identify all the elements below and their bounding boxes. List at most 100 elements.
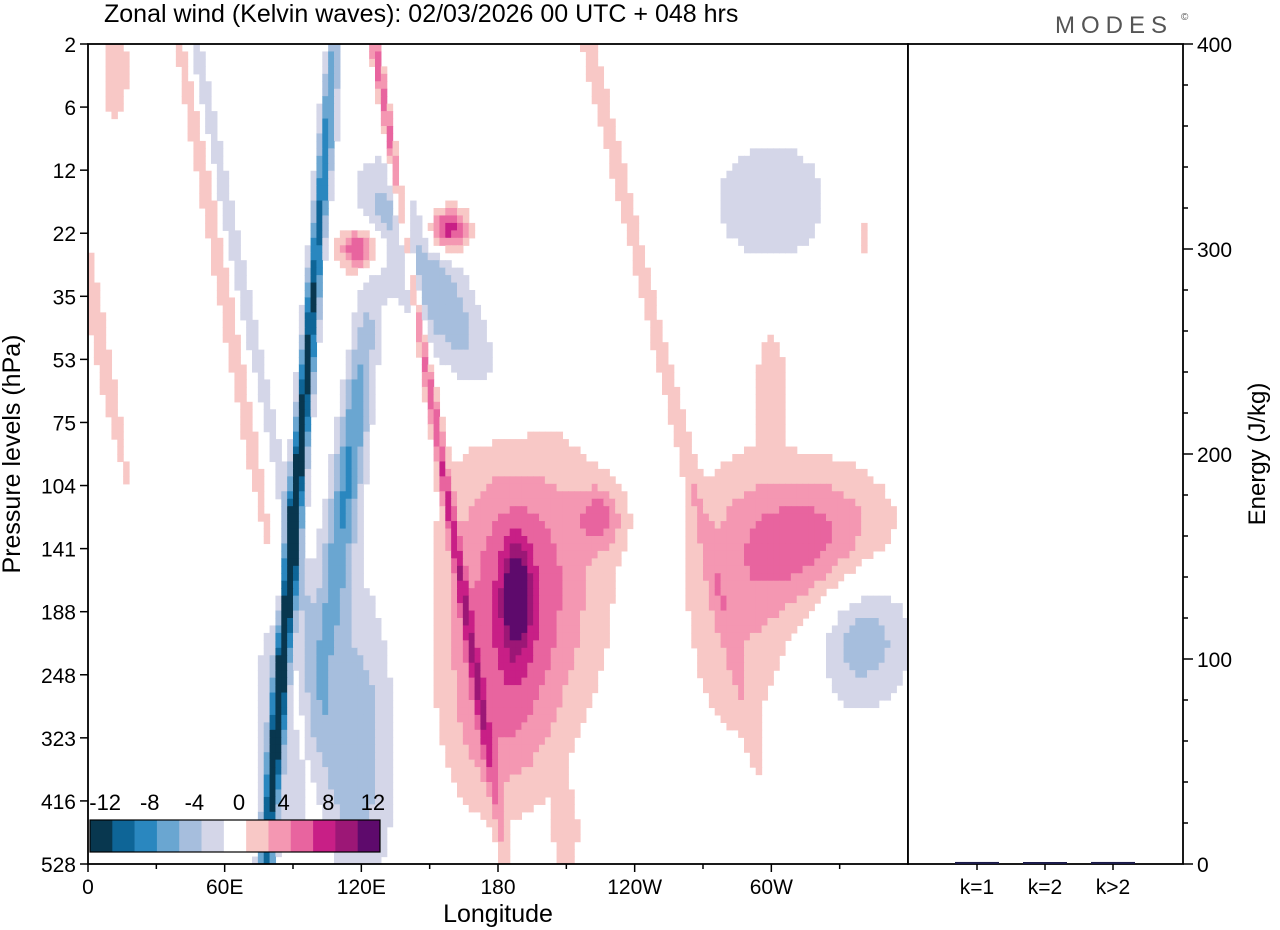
heatmap-cell <box>849 528 856 537</box>
heatmap-cell <box>445 521 452 530</box>
heatmap-cell <box>316 208 323 217</box>
heatmap-cell <box>357 193 364 202</box>
heatmap-cell <box>820 536 827 545</box>
heatmap-cell <box>363 446 370 455</box>
heatmap-cell <box>697 565 704 574</box>
heatmap-cell <box>398 245 405 254</box>
heatmap-cell <box>503 521 511 530</box>
heatmap-cell <box>468 588 476 597</box>
heatmap-cell <box>287 610 294 619</box>
heatmap-cell <box>574 662 581 671</box>
heatmap-cell <box>755 550 763 559</box>
heatmap-cell <box>556 640 564 649</box>
heatmap-cell <box>193 140 200 149</box>
heatmap-cell <box>720 632 728 641</box>
heatmap-cell <box>744 513 751 522</box>
heatmap-cell <box>749 513 757 522</box>
heatmap-cell <box>831 670 839 679</box>
heatmap-cell <box>380 126 388 135</box>
heatmap-cell <box>468 349 476 358</box>
heatmap-cell <box>298 357 306 366</box>
heatmap-cell <box>597 118 605 127</box>
heatmap-cell <box>246 312 253 321</box>
heatmap-cell <box>480 692 487 701</box>
heatmap-cell <box>831 536 839 545</box>
heatmap-cell <box>334 647 341 656</box>
heatmap-cell <box>105 394 113 403</box>
heatmap-cell <box>556 618 564 627</box>
heatmap-cell <box>498 856 505 864</box>
heatmap-cell <box>580 692 587 701</box>
energy-bar <box>955 861 999 864</box>
heatmap-cell <box>457 714 464 723</box>
heatmap-cell <box>785 148 792 157</box>
heatmap-cell <box>351 379 359 388</box>
heatmap-cell <box>433 588 441 597</box>
heatmap-cell <box>369 714 376 723</box>
heatmap-cell <box>796 461 804 470</box>
heatmap-cell <box>814 528 821 537</box>
heatmap-cell <box>474 729 482 738</box>
heatmap-cell <box>357 632 364 641</box>
heatmap-cell <box>287 580 294 589</box>
heatmap-cell <box>533 543 540 552</box>
heatmap-cell <box>515 670 523 679</box>
heatmap-cell <box>363 811 370 820</box>
heatmap-cell <box>392 282 400 291</box>
heatmap-cell <box>451 618 458 627</box>
heatmap-cell <box>421 349 429 358</box>
heatmap-cell <box>755 565 763 574</box>
heatmap-cell <box>738 603 745 612</box>
longitude-axis: 0 60E 120E 180 120W 60W <box>82 864 841 899</box>
heatmap-cell <box>539 491 546 500</box>
heatmap-cell <box>439 670 446 679</box>
heatmap-cell <box>732 491 739 500</box>
heatmap-cell <box>439 729 446 738</box>
heatmap-cell <box>744 610 751 619</box>
heatmap-cell <box>269 796 277 805</box>
heatmap-cell <box>328 44 335 53</box>
heatmap-cell <box>644 297 651 306</box>
heatmap-cell <box>738 655 745 664</box>
heatmap-cell <box>890 655 897 664</box>
heatmap-cell <box>328 513 335 522</box>
heatmap-cell <box>878 595 886 604</box>
heatmap-cell <box>749 692 757 701</box>
heatmap-cell <box>445 707 452 716</box>
heatmap-cell <box>316 312 323 321</box>
heatmap-cell <box>298 416 306 425</box>
heatmap-cell <box>527 565 534 574</box>
heatmap-cell <box>380 275 388 284</box>
heatmap-cell <box>298 640 306 649</box>
heatmap-cell <box>369 290 376 299</box>
heatmap-cell <box>375 737 382 746</box>
heatmap-cell <box>714 685 722 694</box>
heatmap-cell <box>861 476 868 485</box>
heatmap-cell <box>117 103 124 112</box>
heatmap-cell <box>445 498 452 507</box>
longitude-tick-label: 120E <box>337 876 386 899</box>
heatmap-cell <box>263 804 271 813</box>
heatmap-cell <box>615 550 622 559</box>
heatmap-cell <box>345 550 353 559</box>
heatmap-cell <box>790 588 798 597</box>
heatmap-cell <box>755 208 763 217</box>
heatmap-cell <box>462 454 470 463</box>
heatmap-cell <box>755 506 763 515</box>
heatmap-cell <box>585 528 593 537</box>
heatmap-cell <box>826 483 833 492</box>
heatmap-cell <box>269 685 277 694</box>
heatmap-cell <box>322 506 329 515</box>
heatmap-cell <box>843 513 851 522</box>
heatmap-cell <box>293 767 300 776</box>
heatmap-cell <box>498 506 505 515</box>
heatmap-cell <box>539 789 546 798</box>
heatmap-cell <box>749 230 757 239</box>
heatmap-cell <box>298 476 306 485</box>
heatmap-cell <box>117 66 124 75</box>
heatmap-cell <box>281 692 288 701</box>
heatmap-cell <box>345 379 353 388</box>
heatmap-cell <box>457 491 464 500</box>
heatmap-cell <box>533 528 540 537</box>
heatmap-cell <box>304 670 312 679</box>
